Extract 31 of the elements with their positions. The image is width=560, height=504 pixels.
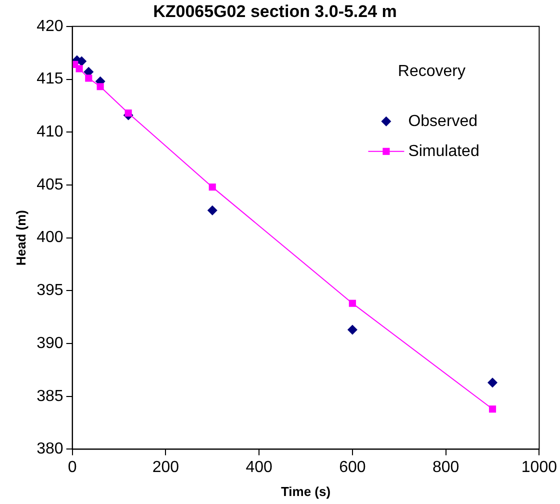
x-tick-label: 1000 bbox=[521, 459, 558, 476]
x-tick-label: 800 bbox=[432, 459, 460, 476]
x-tick-label: 200 bbox=[152, 459, 180, 476]
point bbox=[488, 406, 496, 413]
point bbox=[208, 184, 216, 191]
y-tick-label: 420 bbox=[36, 18, 64, 35]
x-tick-label: 400 bbox=[246, 459, 273, 476]
point bbox=[348, 300, 356, 307]
point bbox=[96, 83, 104, 90]
y-tick-label: 380 bbox=[36, 440, 64, 458]
point bbox=[76, 65, 83, 72]
y-tick-label: 400 bbox=[36, 229, 64, 246]
y-axis-title: Head (m) bbox=[13, 210, 28, 266]
legend-label: Observed bbox=[408, 112, 478, 130]
y-tick-label: 410 bbox=[36, 124, 64, 141]
chart-title: KZ0065G02 section 3.0-5.24 m bbox=[153, 2, 397, 21]
point bbox=[488, 378, 498, 388]
x-tick-label: 0 bbox=[68, 459, 77, 476]
point bbox=[124, 110, 132, 117]
y-tick-label: 405 bbox=[36, 176, 64, 194]
point bbox=[207, 205, 218, 216]
x-tick-label: 600 bbox=[339, 459, 366, 476]
y-tick-label: 395 bbox=[36, 282, 64, 300]
x-axis-title: Time (s) bbox=[280, 484, 331, 499]
point bbox=[347, 324, 358, 335]
legend-label: Simulated bbox=[408, 142, 480, 160]
y-tick-label: 385 bbox=[36, 388, 64, 405]
point bbox=[85, 74, 92, 82]
y-tick-label: 415 bbox=[36, 70, 64, 88]
legend-title: Recovery bbox=[398, 62, 466, 80]
y-tick-label: 390 bbox=[36, 334, 64, 352]
